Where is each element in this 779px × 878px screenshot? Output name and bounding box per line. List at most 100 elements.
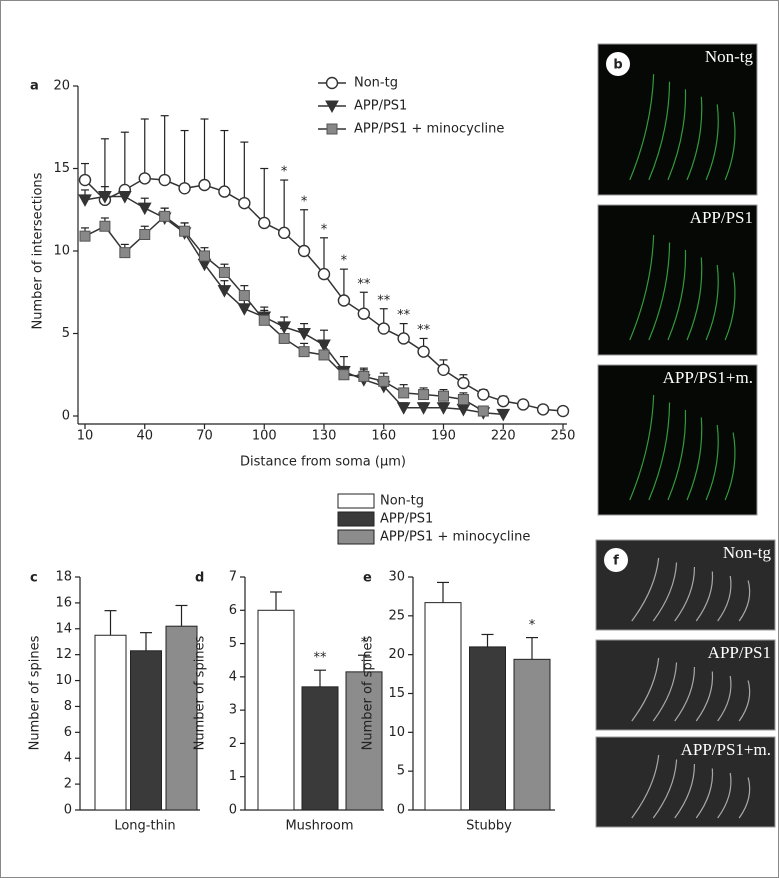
panel-label: d bbox=[195, 571, 204, 586]
x-tick-label: 70 bbox=[196, 429, 213, 444]
y-tick-label: 0 bbox=[397, 803, 405, 818]
marker bbox=[139, 229, 151, 240]
x-tick-label: 130 bbox=[312, 429, 337, 444]
micrograph-detail bbox=[667, 89, 687, 181]
marker bbox=[238, 290, 250, 302]
micrograph-detail bbox=[667, 409, 687, 501]
y-axis-title: Number of intersections bbox=[31, 172, 46, 329]
y-tick-label: 14 bbox=[55, 621, 72, 636]
significance: ** bbox=[397, 308, 411, 323]
marker bbox=[358, 370, 370, 382]
x-axis-title: Mushroom bbox=[285, 819, 353, 834]
marker bbox=[457, 376, 470, 390]
x-tick-label: 190 bbox=[431, 429, 456, 444]
error-bar bbox=[437, 581, 449, 603]
x-tick-label: 100 bbox=[252, 429, 277, 444]
micrograph-detail bbox=[648, 81, 671, 181]
y-tick-label: 1 bbox=[229, 769, 237, 784]
bar bbox=[301, 686, 339, 811]
micrograph-detail bbox=[629, 234, 655, 341]
significance: * bbox=[361, 636, 368, 651]
legend-swatch bbox=[337, 493, 375, 509]
marker bbox=[198, 178, 211, 192]
bar bbox=[94, 634, 127, 811]
marker bbox=[137, 202, 152, 216]
y-tick-label: 2 bbox=[229, 736, 237, 751]
y-axis-title: Number of spines bbox=[361, 635, 376, 750]
micrograph-label: APP/PS1 bbox=[690, 208, 753, 227]
marker bbox=[325, 76, 339, 90]
micrograph-detail bbox=[705, 104, 719, 181]
marker bbox=[297, 244, 311, 258]
marker bbox=[556, 404, 570, 418]
error-bar bbox=[180, 129, 189, 189]
y-tick-label: 18 bbox=[55, 570, 72, 585]
panel-label: f bbox=[613, 554, 619, 569]
marker bbox=[277, 321, 292, 334]
marker bbox=[325, 100, 339, 114]
significance: ** bbox=[357, 277, 371, 292]
y-tick-label: 5 bbox=[62, 326, 70, 341]
micrograph-detail bbox=[695, 671, 714, 722]
y-tick-label: 0 bbox=[64, 803, 72, 818]
y-tick-label: 16 bbox=[55, 595, 72, 610]
y-tick-label: 0 bbox=[62, 409, 70, 424]
significance: * bbox=[529, 618, 536, 633]
y-tick-label: 10 bbox=[388, 725, 405, 740]
y-tick-label: 25 bbox=[388, 608, 405, 623]
significance: * bbox=[301, 194, 308, 209]
legend-label: Non-tg bbox=[354, 76, 398, 91]
micrograph-detail bbox=[629, 74, 655, 181]
micrograph-label: Non-tg bbox=[723, 543, 772, 562]
y-tick-label: 20 bbox=[53, 79, 70, 94]
legend-label: APP/PS1 + minocycline bbox=[354, 122, 504, 137]
micrograph-detail bbox=[724, 111, 736, 181]
y-tick-label: 12 bbox=[55, 647, 72, 662]
marker bbox=[217, 285, 232, 298]
error-bar bbox=[260, 167, 269, 223]
marker bbox=[119, 247, 131, 259]
micrograph-detail bbox=[705, 264, 719, 341]
marker bbox=[199, 250, 210, 262]
marker bbox=[436, 402, 451, 415]
micrograph-detail bbox=[631, 657, 660, 722]
micrograph bbox=[595, 736, 776, 828]
marker bbox=[496, 408, 511, 422]
micrograph-detail bbox=[724, 272, 736, 341]
marker bbox=[218, 266, 230, 278]
micrograph bbox=[597, 364, 758, 516]
micrograph-detail bbox=[695, 571, 714, 622]
marker bbox=[477, 388, 490, 401]
significance: * bbox=[281, 165, 288, 180]
marker bbox=[536, 403, 550, 416]
y-tick-label: 3 bbox=[229, 703, 237, 718]
marker bbox=[79, 230, 91, 242]
legend-swatch bbox=[337, 511, 375, 527]
y-tick-label: 2 bbox=[64, 777, 72, 792]
micrograph-detail bbox=[648, 242, 671, 341]
micrograph-detail bbox=[674, 566, 696, 622]
x-tick-label: 220 bbox=[491, 429, 516, 444]
bar bbox=[130, 650, 162, 811]
error-bar bbox=[270, 591, 282, 611]
marker bbox=[238, 196, 251, 210]
micrograph-detail bbox=[652, 662, 678, 722]
y-tick-label: 7 bbox=[229, 570, 237, 585]
bar bbox=[257, 609, 295, 811]
y-axis-title: Number of spines bbox=[28, 635, 43, 750]
bar bbox=[469, 646, 506, 811]
marker bbox=[99, 220, 111, 232]
marker bbox=[117, 191, 132, 204]
panel-label: c bbox=[30, 571, 38, 586]
y-tick-label: 0 bbox=[229, 803, 237, 818]
marker bbox=[138, 172, 151, 185]
error-bar bbox=[104, 610, 117, 636]
legend-label: APP/PS1 bbox=[354, 99, 407, 114]
error-bar bbox=[140, 632, 152, 651]
y-axis-title: Number of spines bbox=[193, 635, 208, 750]
micrograph bbox=[595, 639, 776, 731]
marker bbox=[317, 267, 331, 281]
micrograph-detail bbox=[724, 432, 736, 501]
micrograph-detail bbox=[674, 666, 696, 722]
